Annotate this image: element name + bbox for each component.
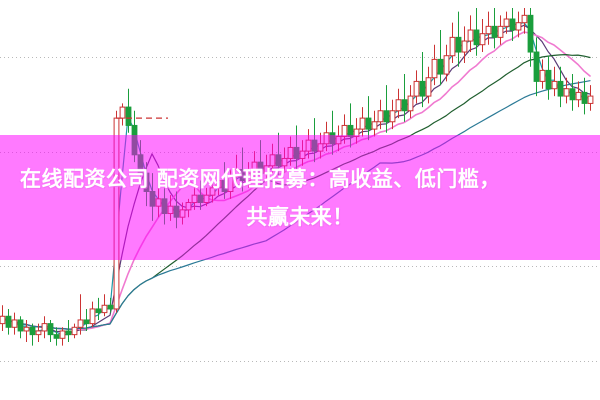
promo-banner-overlay[interactable]: 在线配资公司 配资网代理招募：高收益、低门槛， 共赢未来！ — [0, 135, 600, 260]
promo-text-line-2: 共赢未来！ — [246, 204, 354, 229]
promo-text-line-1: 在线配资公司 配资网代理招募：高收益、低门槛， — [20, 166, 501, 191]
